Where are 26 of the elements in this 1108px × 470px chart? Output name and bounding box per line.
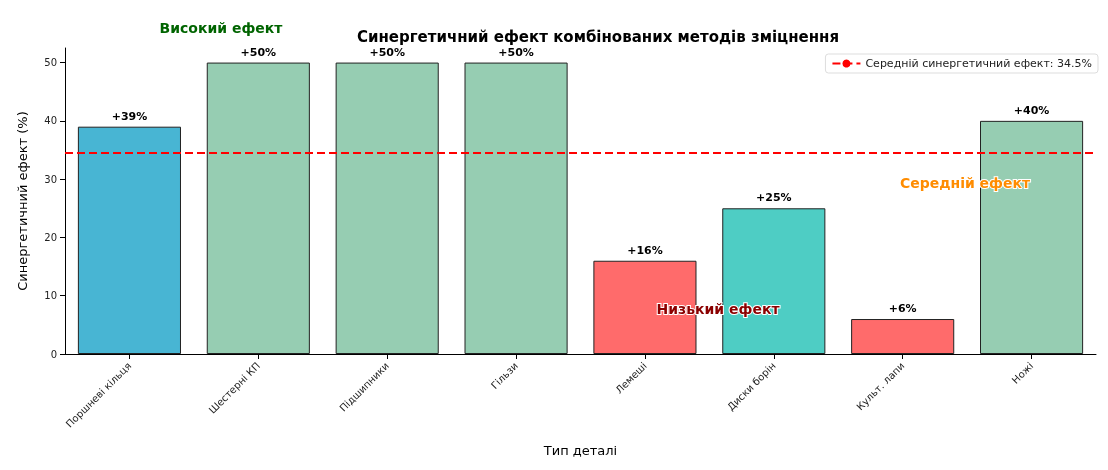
data-label: +25% xyxy=(756,191,792,205)
chart-title: Синергетичний ефект комбінованих методів зміцнення xyxy=(356,27,840,46)
y-tick-label: 10 xyxy=(44,290,57,302)
y-tick-label: 20 xyxy=(44,231,57,243)
bar xyxy=(335,62,439,354)
y-tick-label: 40 xyxy=(44,115,57,127)
data-label: +50% xyxy=(240,45,277,59)
y-tick-label: 30 xyxy=(44,173,57,185)
y-tick-label: 0 xyxy=(50,348,57,360)
y-axis-title: Синергетичний ефект (%) xyxy=(15,111,30,291)
bar xyxy=(851,319,955,354)
data-label: +39% xyxy=(111,109,148,123)
data-label: +16% xyxy=(627,243,663,257)
text: Високий ефект xyxy=(159,20,284,36)
data-label: +6% xyxy=(888,302,917,316)
data-label: +40% xyxy=(1013,103,1050,117)
x-axis-title: Тип деталі xyxy=(542,443,618,458)
data-label: +50% xyxy=(369,45,405,59)
bar xyxy=(77,126,181,354)
data-label: +50% xyxy=(498,45,534,59)
bar xyxy=(722,208,826,354)
legend-label: Середній синергетичний ефект: 34.5% xyxy=(865,57,1093,70)
y-tick-label: 50 xyxy=(44,57,57,69)
bar xyxy=(980,120,1084,354)
bar xyxy=(206,62,310,354)
bar xyxy=(464,62,568,354)
